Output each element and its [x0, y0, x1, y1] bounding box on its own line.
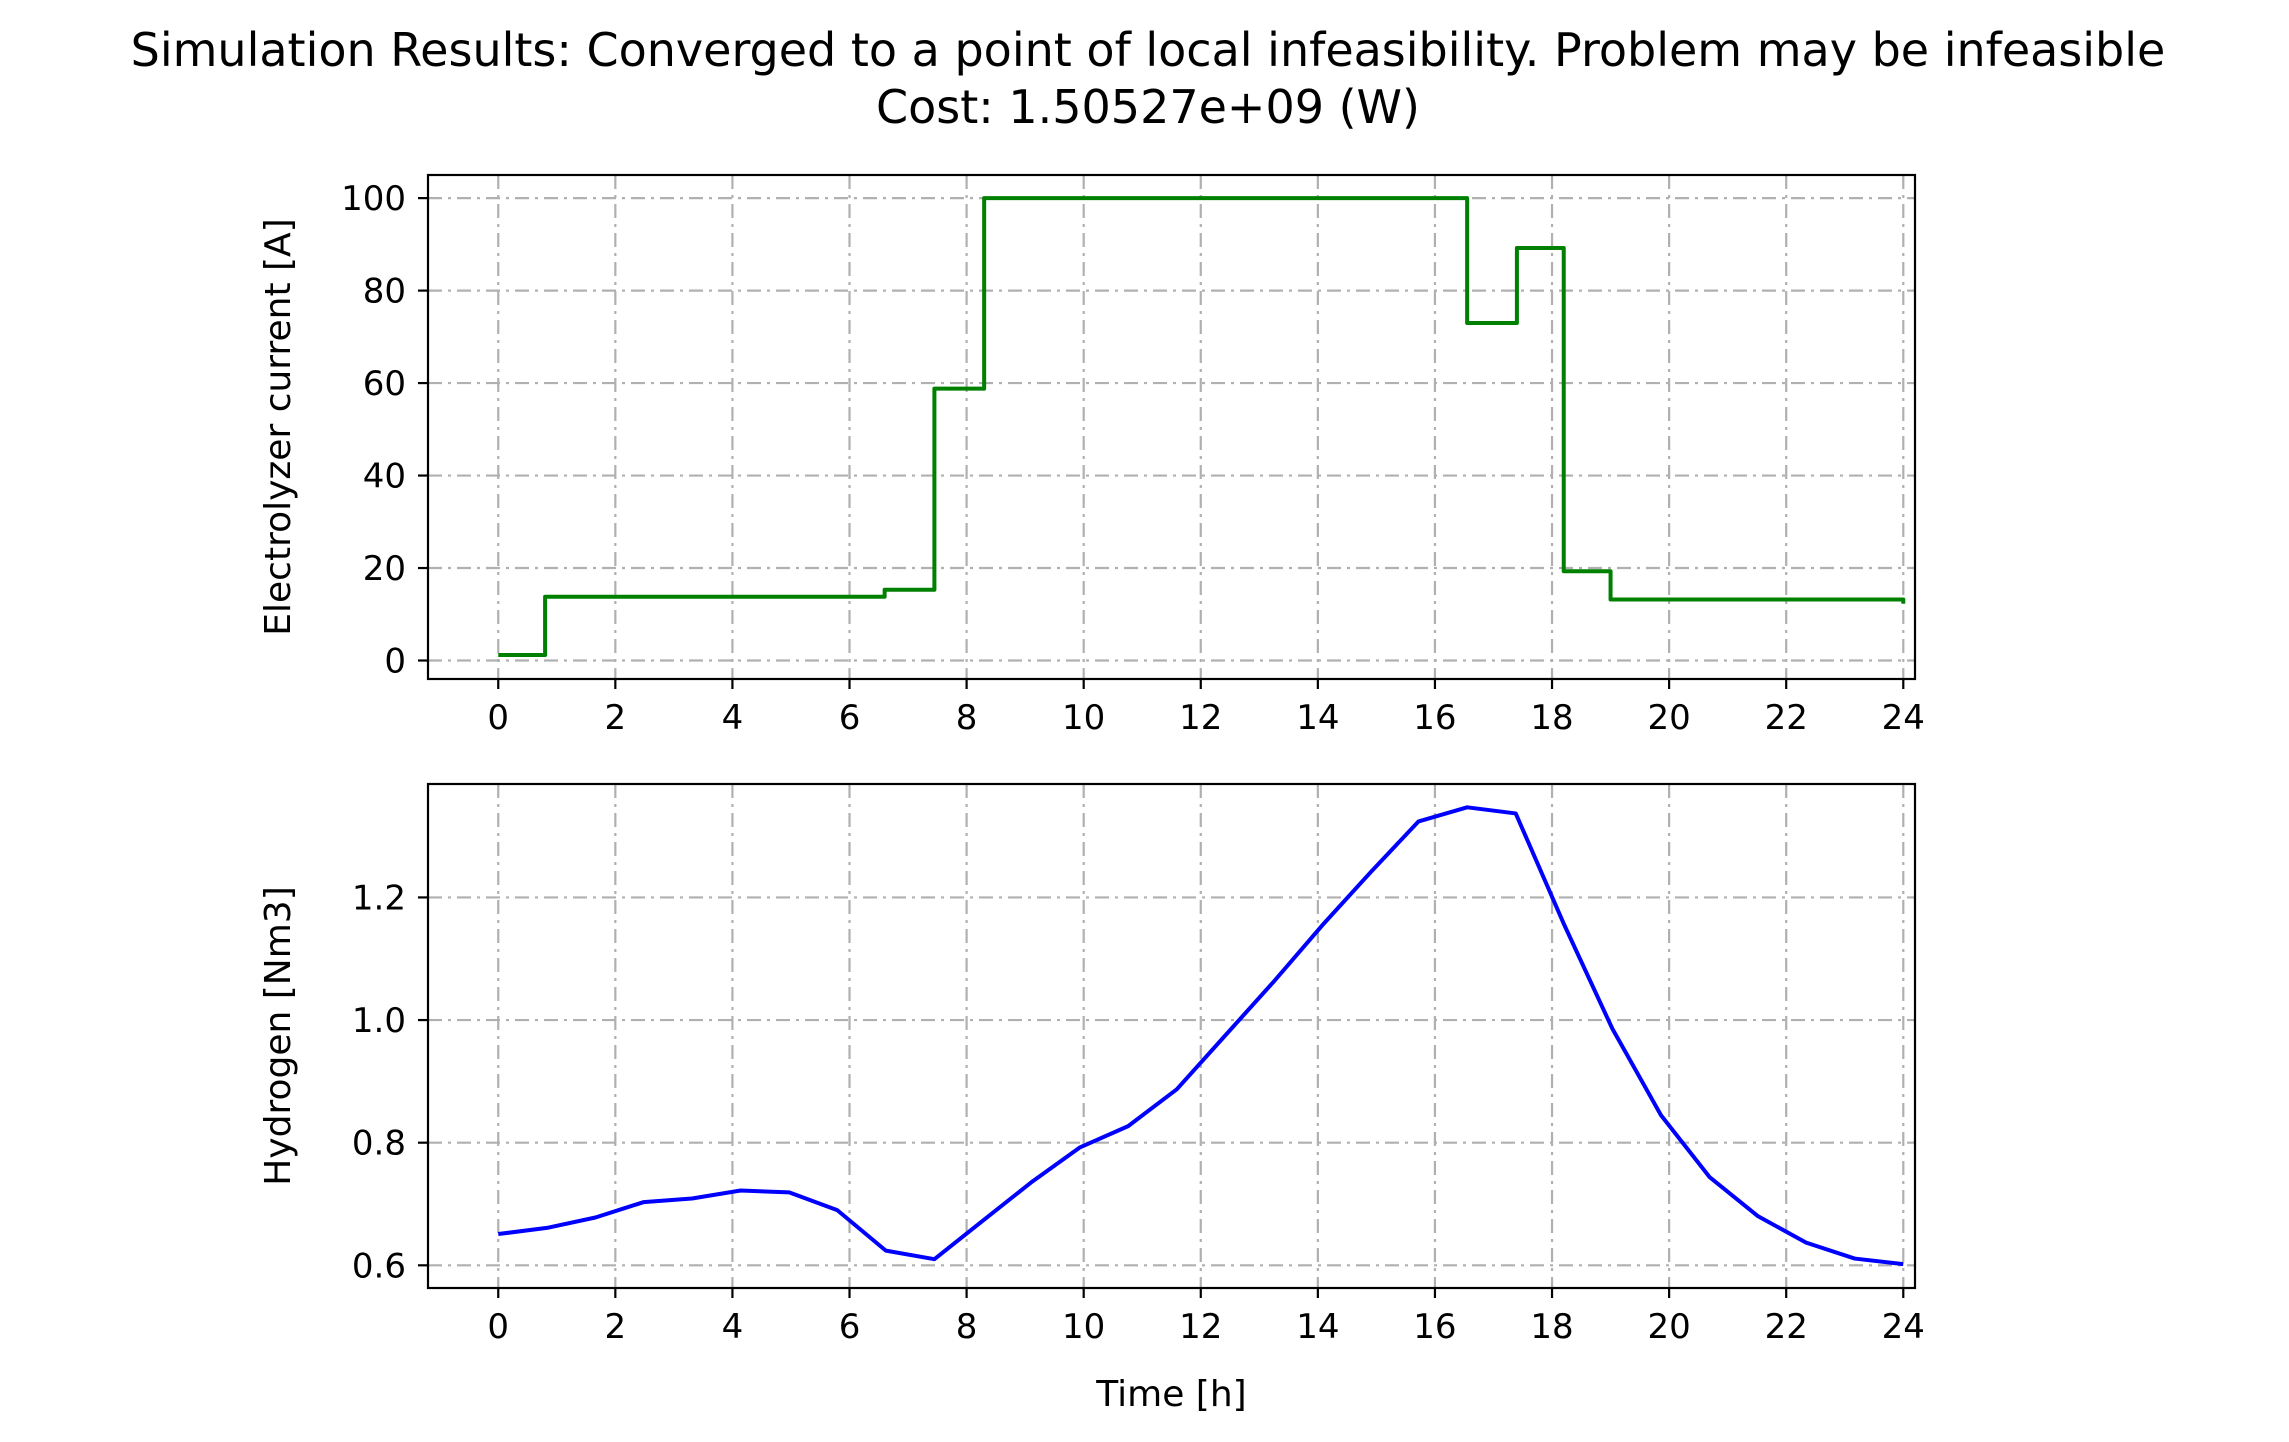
- hydrogen-x-tick-label: 0: [487, 1307, 509, 1347]
- current-x-tick-label: 22: [1765, 698, 1808, 738]
- current-series-line: [498, 196, 1906, 657]
- current-x-tick-label: 6: [839, 698, 861, 738]
- current-x-tick-label: 2: [605, 698, 627, 738]
- current-y-tick-label: 100: [341, 179, 406, 219]
- current-x-tick-label: 16: [1413, 698, 1456, 738]
- hydrogen-x-tick-label: 20: [1647, 1307, 1690, 1347]
- hydrogen-x-tick-label: 6: [839, 1307, 861, 1347]
- current-x-tick-label: 12: [1179, 698, 1222, 738]
- current-x-tick-label: 20: [1647, 698, 1690, 738]
- current-plot: 0 2 4 6 8 10 12 14 16 18 20 22 24020406080100Electro…: [258, 173, 1925, 738]
- hydrogen-y-tick-label: 0.6: [352, 1246, 406, 1286]
- hydrogen-x-tick-label: 24: [1882, 1307, 1925, 1347]
- hydrogen-x-tick-label: 2: [605, 1307, 627, 1347]
- current-x-tick-label: 24: [1882, 698, 1925, 738]
- current-y-tick-label: 0: [384, 642, 406, 682]
- hydrogen-x-tick-label: 14: [1296, 1307, 1339, 1347]
- current-y-tick-label: 20: [363, 549, 406, 589]
- hydrogen-y-tick-label: 0.8: [352, 1124, 406, 1164]
- current-axes-frame: [426, 173, 1917, 681]
- hydrogen-axes-frame: [426, 782, 1917, 1290]
- current-x-tick-label: 18: [1530, 698, 1573, 738]
- current-y-tick-label: 60: [363, 364, 406, 404]
- figure-title-line1: Simulation Results: Converged to a point…: [131, 23, 2166, 77]
- current-y-tick-label: 40: [363, 457, 406, 497]
- hydrogen-series-line: [497, 805, 1904, 1267]
- figure-title-line2: Cost: 1.50527e+09 (W): [876, 80, 1420, 134]
- hydrogen-x-tick-label: 18: [1530, 1307, 1573, 1347]
- current-y-tick-label: 80: [363, 272, 406, 312]
- current-x-tick-label: 14: [1296, 698, 1339, 738]
- hydrogen-x-tick-label: 8: [956, 1307, 978, 1347]
- hydrogen-y-tick-label: 1.2: [352, 878, 406, 918]
- hydrogen-x-tick-label: 12: [1179, 1307, 1222, 1347]
- hydrogen-x-tick-label: 4: [722, 1307, 744, 1347]
- current-x-tick-label: 4: [722, 698, 744, 738]
- hydrogen-x-tick-label: 10: [1062, 1307, 1105, 1347]
- hydrogen-x-axis-label: Time [h]: [1095, 1374, 1246, 1415]
- current-x-tick-label: 0: [487, 698, 509, 738]
- hydrogen-plot: 0 2 4 6 8 10 12 14 16 18 20 22 240.60.81.01.2Hydroge…: [258, 782, 1925, 1415]
- current-x-tick-label: 10: [1062, 698, 1105, 738]
- hydrogen-x-tick-label: 22: [1765, 1307, 1808, 1347]
- hydrogen-y-tick-label: 1.0: [352, 1001, 406, 1041]
- hydrogen-x-tick-label: 16: [1413, 1307, 1456, 1347]
- hydrogen-y-axis-label: Hydrogen [Nm3]: [258, 886, 299, 1186]
- current-y-axis-label: Electrolyzer current [A]: [258, 218, 299, 635]
- current-x-tick-label: 8: [956, 698, 978, 738]
